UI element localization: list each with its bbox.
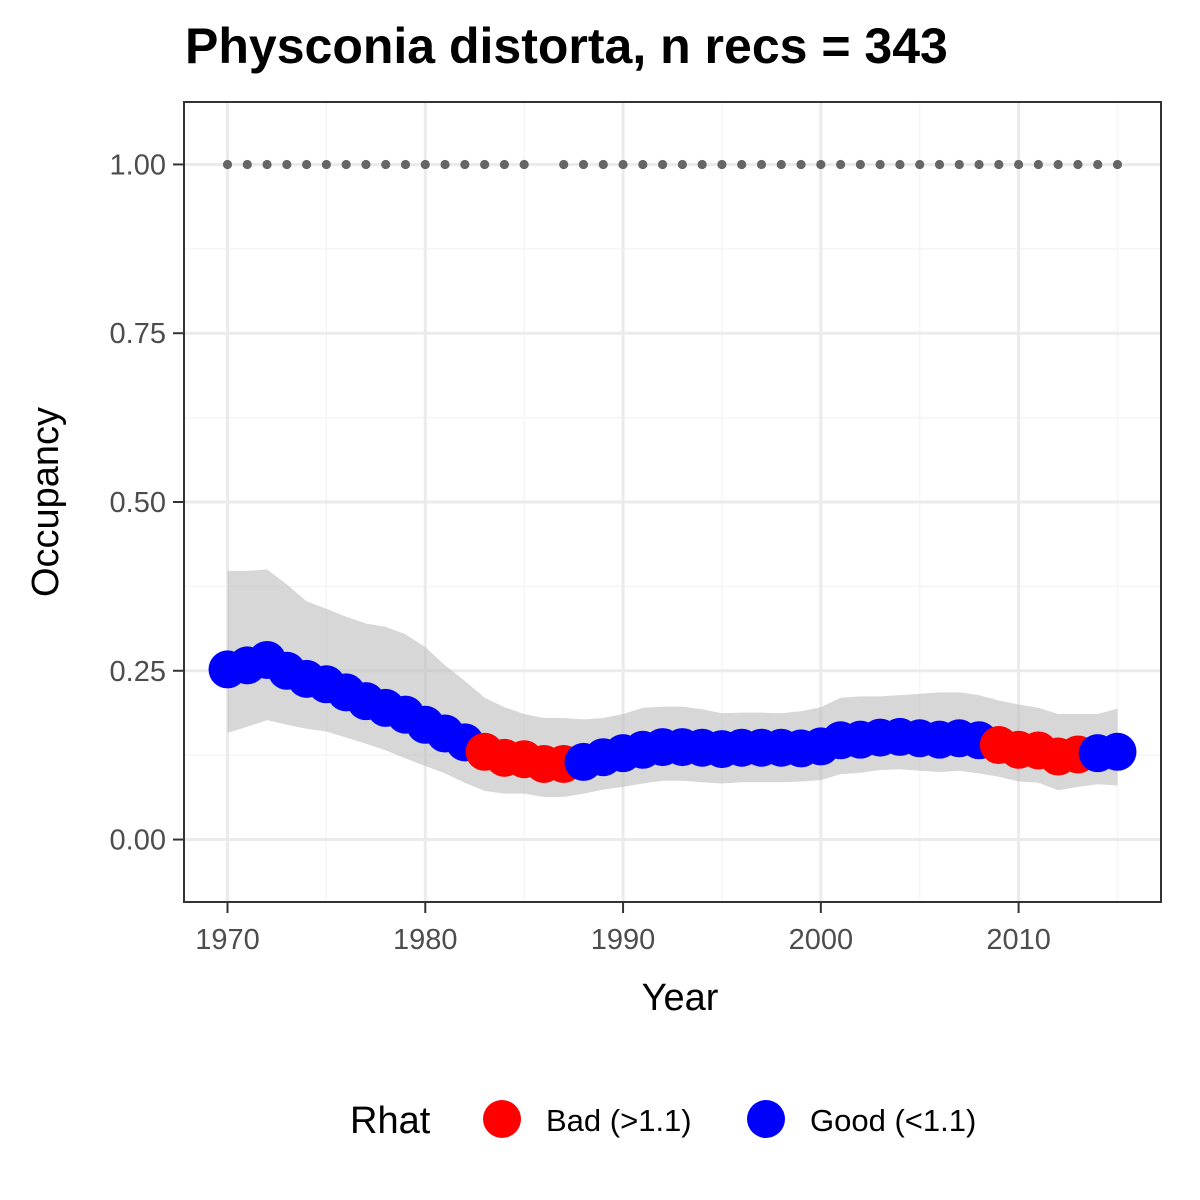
y-tick-label: 0.75: [110, 318, 166, 350]
record-point-1991: [638, 159, 648, 170]
record-point-2010: [1014, 159, 1024, 170]
record-point-1981: [440, 159, 450, 170]
y-tick-label: 0.50: [110, 487, 166, 519]
x-tick-label: 1970: [195, 924, 260, 956]
record-point-1993: [677, 159, 687, 170]
record-point-1994: [697, 159, 707, 170]
record-year-points: [222, 159, 1123, 170]
x-tick-label: 2000: [789, 924, 854, 956]
record-point-1995: [717, 159, 727, 170]
record-point-1990: [618, 159, 628, 170]
chart-title: Physconia distorta, n recs = 343: [185, 18, 948, 74]
record-point-1984: [499, 159, 509, 170]
record-point-2015: [1112, 159, 1123, 170]
record-point-1971: [242, 159, 252, 170]
x-axis-title: Year: [642, 977, 719, 1019]
record-point-1997: [756, 159, 767, 170]
legend-key-good: [747, 1100, 785, 1138]
record-point-2014: [1093, 159, 1103, 170]
occupancy-points: [208, 640, 1137, 783]
record-point-1980: [420, 159, 430, 170]
record-point-2008: [974, 159, 984, 170]
record-point-2011: [1033, 159, 1043, 170]
y-tick-label: 1.00: [110, 149, 166, 181]
record-point-1972: [262, 159, 272, 170]
record-point-1985: [519, 159, 529, 170]
record-point-2002: [855, 159, 865, 170]
record-point-2006: [934, 159, 945, 170]
x-axis: 1970 1980 1990 2000 2010: [195, 902, 1051, 956]
record-point-1987: [559, 159, 569, 170]
record-point-2000: [816, 159, 826, 170]
record-point-1992: [658, 159, 668, 170]
record-point-1982: [460, 159, 470, 170]
record-point-2005: [915, 159, 925, 170]
record-point-2009: [994, 159, 1004, 170]
y-axis: 0.00 0.25 0.50 0.75 1.00: [110, 149, 184, 857]
legend-title: Rhat: [350, 1100, 431, 1142]
record-point-1998: [776, 159, 786, 170]
x-tick-label: 2010: [986, 924, 1051, 956]
record-point-2013: [1073, 159, 1083, 170]
legend: Rhat Bad (>1.1) Good (<1.1): [350, 1100, 976, 1142]
record-point-1979: [400, 159, 411, 170]
record-point-2007: [954, 159, 964, 170]
occupancy-point-2015: [1098, 732, 1137, 771]
record-point-1999: [796, 159, 806, 170]
y-tick-label: 0.25: [110, 656, 166, 688]
record-point-1983: [480, 159, 490, 170]
record-point-1976: [341, 159, 351, 170]
record-point-1988: [578, 159, 589, 170]
record-point-1970: [222, 159, 233, 170]
record-point-1975: [321, 159, 331, 170]
x-tick-label: 1980: [393, 924, 458, 956]
record-point-1978: [381, 159, 391, 170]
y-tick-label: 0.00: [110, 825, 166, 857]
legend-label-bad: Bad (>1.1): [546, 1103, 692, 1138]
record-point-1977: [361, 159, 371, 170]
legend-label-good: Good (<1.1): [810, 1103, 976, 1138]
grid-lines: [184, 102, 1161, 902]
record-point-2004: [895, 159, 905, 170]
record-point-1996: [737, 159, 747, 170]
x-tick-label: 1990: [591, 924, 656, 956]
record-point-2001: [836, 159, 846, 170]
y-axis-title: Occupancy: [25, 407, 67, 597]
record-point-2003: [875, 159, 885, 170]
record-point-2012: [1053, 159, 1063, 170]
record-point-1989: [598, 159, 608, 170]
record-point-1974: [302, 159, 312, 170]
legend-key-bad: [483, 1100, 521, 1138]
record-point-1973: [282, 159, 292, 170]
